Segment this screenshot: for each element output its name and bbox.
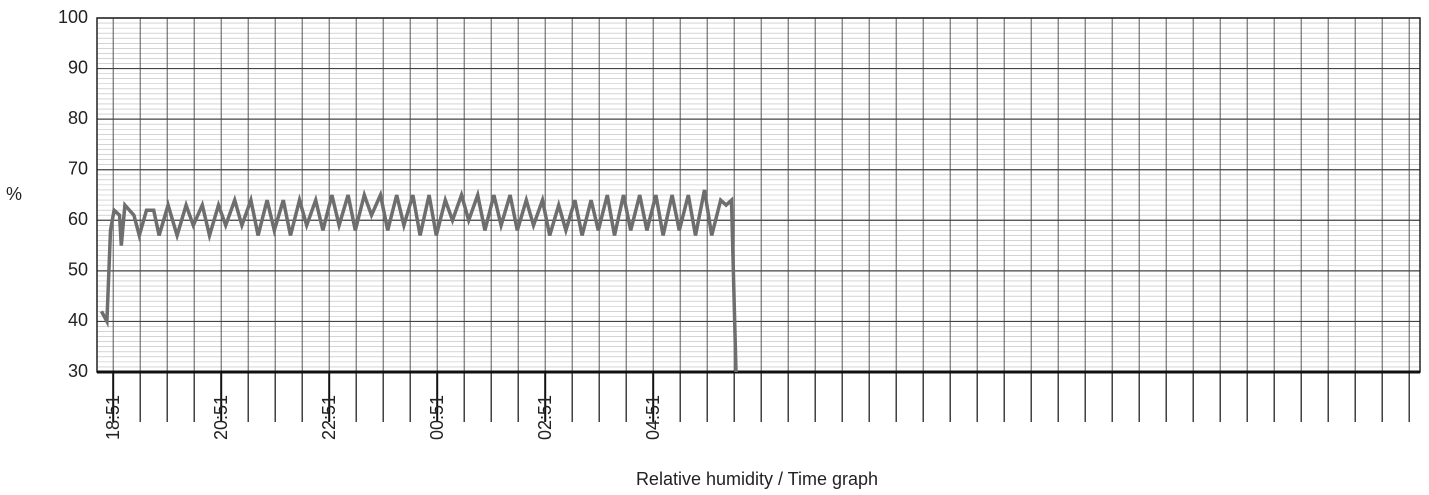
- y-tick-label: 50: [68, 260, 88, 280]
- y-tick-label: 90: [68, 57, 88, 77]
- y-tick-label: 40: [68, 310, 88, 330]
- x-tick-label: 00:51: [427, 395, 447, 440]
- y-tick-label: 80: [68, 108, 88, 128]
- x-tick-label: 18:51: [103, 395, 123, 440]
- x-tick-label: 20:51: [211, 395, 231, 440]
- y-axis-label: %: [6, 184, 22, 204]
- x-tick-label: 02:51: [535, 395, 555, 440]
- y-tick-label: 30: [68, 361, 88, 381]
- y-tick-label: 100: [58, 7, 88, 27]
- y-tick-label: 60: [68, 209, 88, 229]
- x-tick-label: 04:51: [643, 395, 663, 440]
- data-line: [99, 188, 738, 373]
- y-tick-label: 70: [68, 158, 88, 178]
- x-tick-label: 22:51: [319, 395, 339, 440]
- chart-title: Relative humidity / Time graph: [636, 469, 878, 489]
